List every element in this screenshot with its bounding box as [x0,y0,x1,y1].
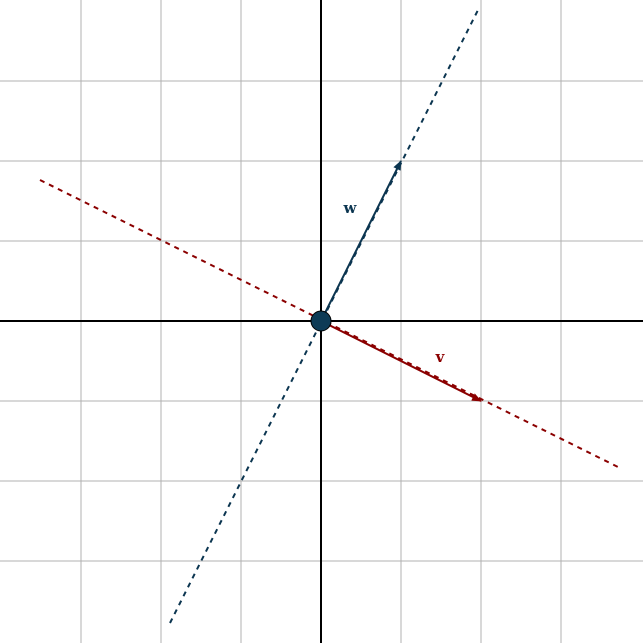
vector-v [320,320,482,402]
vector-w [320,160,402,322]
origin-point [310,310,332,332]
label-w: w [343,199,358,217]
label-v: v [435,348,446,366]
